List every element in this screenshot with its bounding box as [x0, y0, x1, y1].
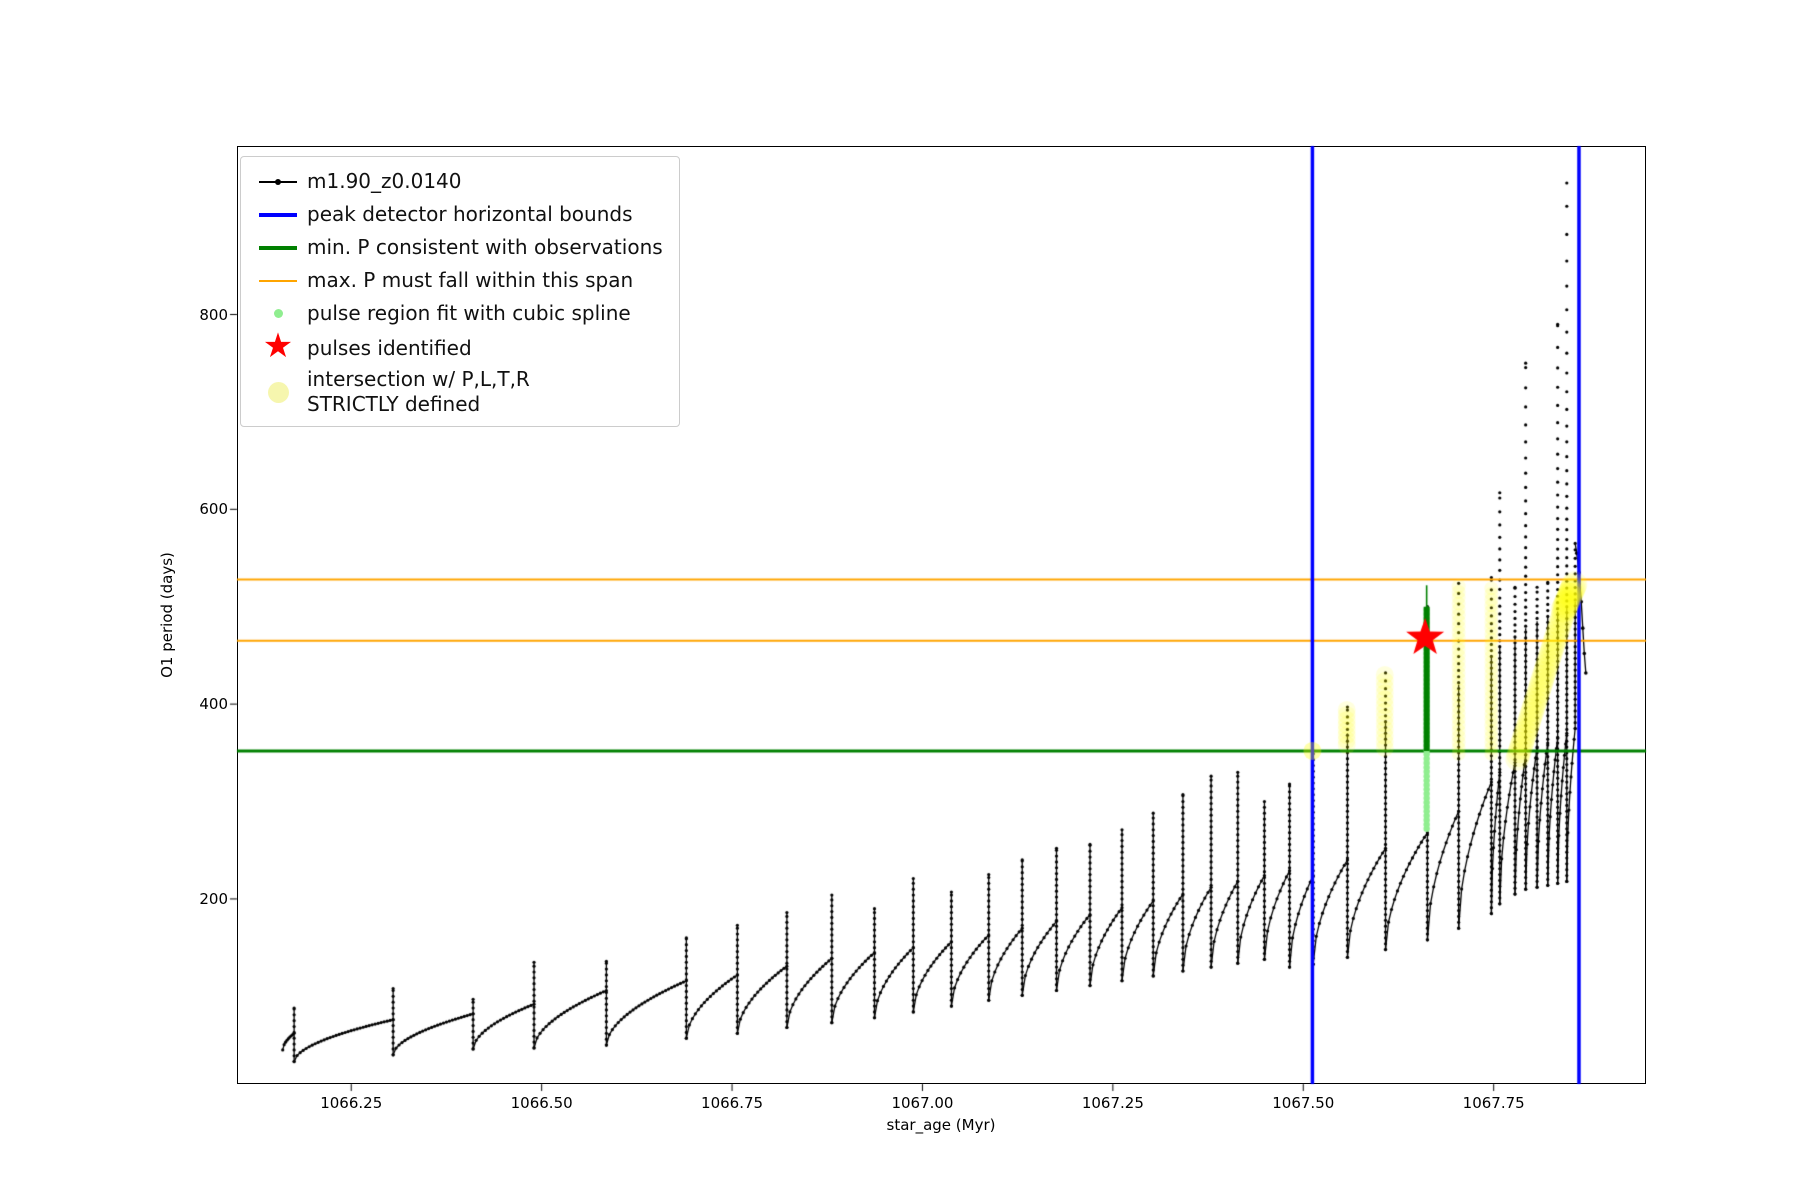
green-min-line-icon — [259, 245, 297, 250]
blue-bound-line-icon — [259, 212, 297, 217]
spline-dot-icon — [249, 309, 307, 318]
legend-item-label: intersection w/ P,L,T,R STRICTLY defined — [307, 367, 530, 416]
intersection-dot-icon — [267, 381, 289, 403]
legend-item: pulse region fit with cubic spline — [249, 297, 663, 330]
x-tick-label: 1067.75 — [1462, 1094, 1525, 1112]
y-tick-label: 800 — [199, 305, 228, 324]
y-tick-label: 600 — [199, 500, 228, 519]
legend-item: max. P must fall within this span — [249, 264, 663, 297]
legend-item: ★ pulses identified — [249, 326, 663, 366]
y-tick-label: 200 — [199, 889, 228, 908]
legend-item: m1.90_z0.0140 — [249, 165, 663, 198]
legend-item: peak detector horizontal bounds — [249, 198, 663, 231]
legend-item-label: pulses identified — [307, 335, 472, 360]
x-tick-label: 1066.25 — [320, 1094, 383, 1112]
legend-item-label: min. P consistent with observations — [307, 235, 663, 259]
x-tick-label: 1066.75 — [701, 1094, 764, 1112]
x-tick-label: 1067.25 — [1081, 1094, 1144, 1112]
y-axis-label: O1 period (days) — [158, 552, 176, 678]
series-marker-dot — [275, 178, 281, 185]
orange-span-line-icon — [249, 279, 307, 282]
x-tick-label: 1067.50 — [1272, 1094, 1335, 1112]
intersection-dot-icon — [249, 381, 307, 403]
spline-dot-icon — [273, 309, 283, 318]
series-line-icon — [249, 178, 307, 185]
x-tick-label: 1067.00 — [891, 1094, 954, 1112]
pulse-star-icon: ★ — [249, 326, 307, 366]
legend-item-label: pulse region fit with cubic spline — [307, 301, 631, 325]
legend-item: min. P consistent with observations — [249, 231, 663, 264]
legend-item-label: peak detector horizontal bounds — [307, 202, 633, 226]
y-tick-label: 400 — [199, 695, 228, 714]
x-axis-label: star_age (Myr) — [886, 1116, 996, 1134]
legend-item-label: max. P must fall within this span — [307, 268, 634, 292]
legend-item-label: m1.90_z0.0140 — [307, 169, 462, 193]
orange-span-line-icon — [259, 279, 297, 282]
blue-bound-line-icon — [249, 212, 307, 217]
x-tick-label: 1066.50 — [510, 1094, 573, 1112]
pulse-star-icon: ★ — [262, 326, 294, 366]
green-min-line-icon — [249, 245, 307, 250]
legend-item: intersection w/ P,L,T,R STRICTLY defined — [249, 366, 663, 418]
series-line-icon — [259, 178, 297, 185]
